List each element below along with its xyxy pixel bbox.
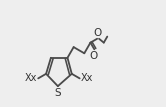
Text: O: O	[90, 51, 98, 61]
Text: S: S	[55, 88, 61, 98]
Text: Xx: Xx	[25, 73, 37, 83]
Text: Xx: Xx	[81, 73, 93, 83]
Text: O: O	[93, 28, 102, 38]
